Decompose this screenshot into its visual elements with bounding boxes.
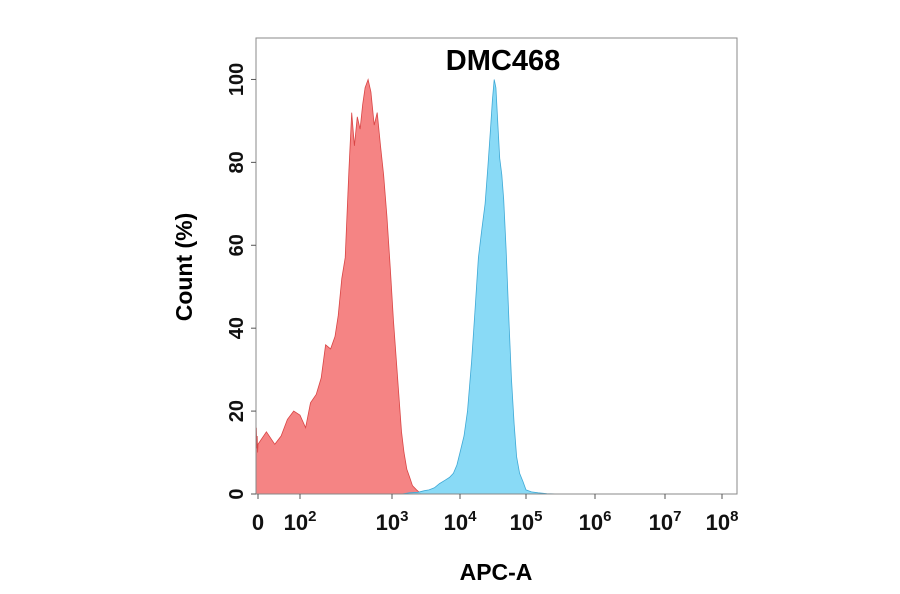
x-tick-label: 0	[252, 510, 264, 535]
y-axis-label: Count (%)	[171, 213, 197, 322]
chart-title: DMC468	[446, 45, 560, 77]
x-tick-label: 104	[444, 508, 477, 535]
x-axis-label: APC-A	[460, 559, 533, 585]
y-tick-label: 60	[226, 234, 248, 256]
y-axis: 0 20 40 60 80 100	[226, 63, 256, 500]
y-tick-label: 100	[226, 63, 248, 96]
x-tick-label: 107	[649, 508, 682, 535]
x-tick-label: 103	[376, 508, 409, 535]
x-tick-label: 106	[579, 508, 612, 535]
x-tick-label: 108	[706, 508, 739, 535]
histogram-series-1	[255, 78, 423, 495]
plot-frame	[255, 37, 738, 495]
y-tick-label: 80	[226, 151, 248, 173]
y-tick-label: 0	[226, 488, 248, 499]
x-tick-label: 105	[510, 508, 543, 535]
series-layer	[255, 78, 559, 495]
histogram-series-2	[401, 79, 559, 495]
x-tick-label: 102	[284, 508, 317, 535]
y-tick-label: 40	[226, 317, 248, 339]
x-axis: 0 102 103 104 105 106 107 108	[252, 494, 739, 535]
y-tick-label: 20	[226, 400, 248, 422]
